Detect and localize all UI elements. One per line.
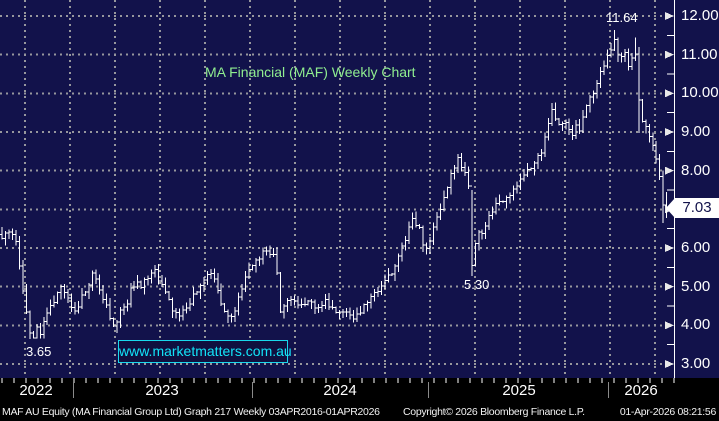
price-chart-svg xyxy=(0,0,675,378)
year-label: 2024 xyxy=(323,382,357,399)
year-separator xyxy=(428,382,429,398)
chart-title: MA Financial (MAF) Weekly Chart xyxy=(205,64,416,80)
y-axis-label: 11.00 xyxy=(681,45,718,63)
y-axis-label: 6.00 xyxy=(681,239,711,257)
y-axis-label: 8.00 xyxy=(681,161,711,179)
security-description: MAF AU Equity (MA Financial Group Ltd) G… xyxy=(2,406,380,418)
y-axis-label: 4.00 xyxy=(681,316,711,334)
y-axis-label: 9.00 xyxy=(681,123,711,140)
low-price-annotation: 3.65 xyxy=(26,344,52,359)
y-axis-label: 5.00 xyxy=(681,277,711,295)
copyright-text: Copyright© 2026 Bloomberg Finance L.P. xyxy=(403,406,585,418)
year-separator xyxy=(252,382,253,398)
trough-price-annotation: 5.30 xyxy=(464,277,490,292)
status-bar: MAF AU Equity (MA Financial Group Ltd) G… xyxy=(0,402,719,421)
year-label: 2023 xyxy=(145,382,179,399)
x-axis-ticks xyxy=(1,378,675,383)
y-axis-label: 12.00 xyxy=(681,7,719,24)
year-separator xyxy=(608,382,609,398)
y-axis-label: 3.00 xyxy=(681,355,711,373)
year-label: 2022 xyxy=(19,382,53,399)
year-separator xyxy=(73,382,74,398)
chart-plot-area[interactable]: MA Financial (MAF) Weekly Chart 11.64 5.… xyxy=(0,0,719,378)
high-price-annotation: 11.64 xyxy=(606,10,638,25)
y-axis-label: 10.00 xyxy=(681,84,719,102)
year-label: 2025 xyxy=(502,382,536,399)
last-price-flag: 7.03 xyxy=(666,198,719,219)
year-label: 2026 xyxy=(624,382,658,399)
x-axis-band: 2022 2023 2024 2025 2026 xyxy=(0,378,719,402)
timestamp: 01-Apr-2026 08:21:56 xyxy=(619,406,716,418)
marketmatters-watermark: www.marketmatters.com.au xyxy=(118,340,292,363)
